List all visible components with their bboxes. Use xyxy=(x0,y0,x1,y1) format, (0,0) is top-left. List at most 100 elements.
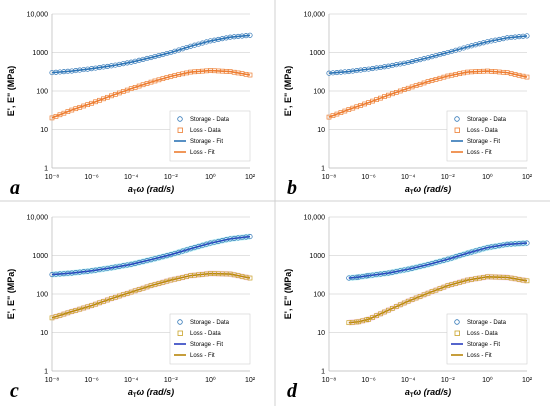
storage-data-point xyxy=(53,271,59,277)
legend-entry: Storage - Fit xyxy=(451,342,500,348)
legend: Storage - Data Loss - Data Storage - Fit Lo… xyxy=(169,110,251,162)
x-tick-label: 10⁻² xyxy=(441,377,455,384)
x-tick-label: 10⁰ xyxy=(482,376,493,384)
storage-data-point xyxy=(492,243,498,249)
legend-label: Storage - Fit xyxy=(467,342,500,348)
y-tick-label: 10,000 xyxy=(27,12,49,19)
y-tick-label: 10 xyxy=(40,330,48,337)
x-tick-label: 10⁻⁸ xyxy=(322,174,336,181)
storage-data-point xyxy=(77,67,83,73)
storage-data-point xyxy=(100,64,107,70)
y-axis-label: E', E" (MPa) xyxy=(6,269,16,319)
legend-label: Storage - Data xyxy=(467,117,507,123)
panel-letter: a xyxy=(10,177,20,199)
storage-data-point xyxy=(488,244,494,250)
x-tick-label: 10⁻⁸ xyxy=(45,377,59,384)
loss-data-point xyxy=(247,275,253,281)
storage-data-point xyxy=(370,272,376,278)
storage-data-point xyxy=(512,34,518,40)
legend: Storage - Data Loss - Data Storage - Fit Lo… xyxy=(446,313,528,365)
storage-data-point xyxy=(116,263,122,269)
legend-entry: Storage - Fit xyxy=(174,139,223,145)
storage-data-point xyxy=(362,67,368,73)
legend-entry: Storage - Fit xyxy=(451,139,500,145)
storage-data-point xyxy=(85,66,91,72)
x-tick-label: 10⁻⁶ xyxy=(84,174,98,181)
storage-data-point xyxy=(342,69,348,75)
legend-label: Storage - Data xyxy=(190,117,230,123)
legend-entry: Loss - Fit xyxy=(174,353,215,359)
y-tick-label: 10 xyxy=(40,127,48,134)
legend-label: Loss - Data xyxy=(467,128,498,134)
x-tick-label: 10² xyxy=(245,377,256,384)
storage-data-point xyxy=(330,70,336,76)
storage-data-point xyxy=(93,65,99,71)
panel-letter: c xyxy=(10,380,19,402)
storage-data-point xyxy=(96,64,103,71)
storage-data-point xyxy=(504,241,510,247)
loss-data-point xyxy=(524,74,530,80)
y-tick-label: 100 xyxy=(36,89,48,96)
storage-data-point xyxy=(370,65,376,72)
legend-symbol xyxy=(177,330,183,336)
storage-data-point xyxy=(231,34,237,40)
legend-symbol xyxy=(177,319,183,325)
storage-data-point xyxy=(516,241,522,247)
storage-data-point xyxy=(69,270,75,276)
storage-data-point xyxy=(104,265,110,271)
y-tick-label: 100 xyxy=(36,292,48,299)
storage-data-point xyxy=(73,68,79,74)
storage-data-point xyxy=(334,69,340,76)
y-tick-label: 100 xyxy=(313,89,325,96)
panel-letter: b xyxy=(287,177,297,199)
legend-label: Storage - Data xyxy=(467,320,507,326)
y-tick-label: 10,000 xyxy=(304,215,326,222)
y-tick-label: 1000 xyxy=(32,50,48,57)
storage-data-point xyxy=(235,33,241,39)
legend-symbol xyxy=(177,127,183,133)
storage-data-point xyxy=(77,269,83,275)
legend-entry: Loss - Data xyxy=(177,330,221,337)
x-tick-label: 10⁻² xyxy=(164,377,178,384)
legend: Storage - Data Loss - Data Storage - Fit Lo… xyxy=(169,313,251,365)
storage-data-point xyxy=(524,240,530,246)
storage-data-point xyxy=(247,32,253,38)
x-tick-label: 10⁻² xyxy=(441,174,455,181)
storage-data-point xyxy=(496,243,502,249)
storage-data-point xyxy=(61,271,67,277)
legend-box xyxy=(169,313,251,365)
y-tick-label: 10 xyxy=(317,127,325,134)
legend-entry: Storage - Data xyxy=(454,319,507,326)
storage-data-point xyxy=(354,68,360,74)
legend-entry: Storage - Data xyxy=(177,319,230,326)
storage-data-point xyxy=(350,275,356,281)
storage-data-point xyxy=(520,240,526,246)
panel-letter: d xyxy=(287,380,298,402)
storage-fit-line xyxy=(348,242,528,279)
loss-fit-line xyxy=(348,275,528,324)
storage-data-point xyxy=(49,70,55,76)
x-tick-label: 10⁻⁸ xyxy=(322,377,336,384)
storage-data-point xyxy=(57,69,63,75)
storage-data-point xyxy=(247,234,253,240)
storage-data-point xyxy=(65,68,71,74)
x-tick-label: 10⁻⁶ xyxy=(361,377,375,384)
y-tick-label: 1000 xyxy=(32,253,48,260)
storage-data-point xyxy=(516,34,522,40)
storage-data-point xyxy=(227,34,233,40)
loss-fit-line xyxy=(51,69,251,119)
legend-label: Storage - Data xyxy=(190,320,230,326)
storage-data-point xyxy=(338,69,344,75)
storage-data-point xyxy=(73,270,79,276)
storage-data-point xyxy=(358,67,364,73)
storage-data-point xyxy=(377,271,384,277)
x-axis-label: aTω (rad/s) xyxy=(128,184,174,196)
legend-label: Storage - Fit xyxy=(190,139,223,145)
x-tick-label: 10⁻² xyxy=(164,174,178,181)
y-axis-label: E', E" (MPa) xyxy=(283,269,293,319)
storage-data-point xyxy=(350,68,356,74)
legend-label: Storage - Fit xyxy=(467,139,500,145)
storage-data-point xyxy=(85,268,91,274)
x-axis-label: aTω (rad/s) xyxy=(405,387,451,399)
storage-data-point xyxy=(508,241,514,247)
